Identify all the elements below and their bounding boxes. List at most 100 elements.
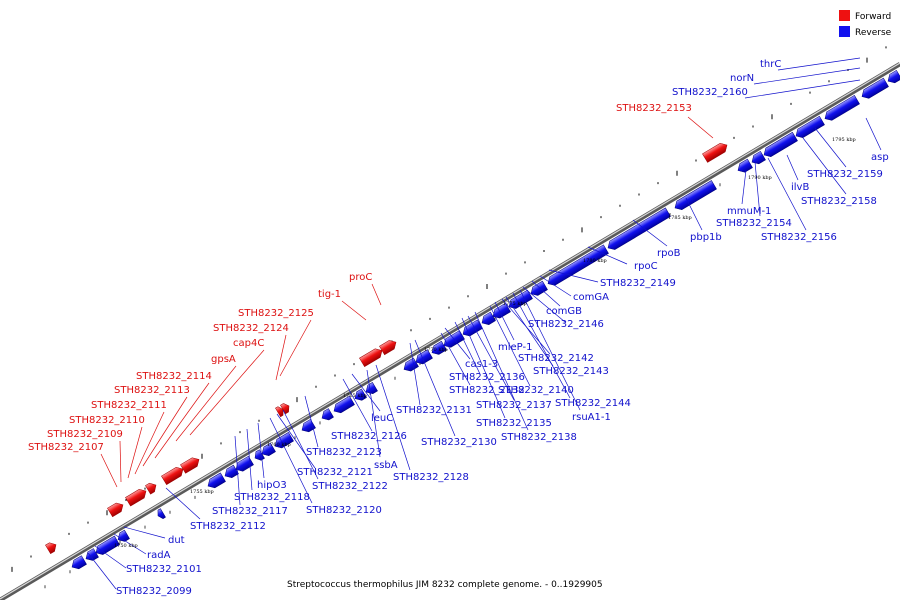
reverse-gene-feature <box>261 442 276 456</box>
gene-label-norn: norN <box>730 73 754 84</box>
gene-label-sth8232-2138: STH8232_2138 <box>501 432 577 443</box>
gene-label-sth8232-2132: STH8232_2132 <box>449 385 525 396</box>
gene-label-sth8232-2158: STH8232_2158 <box>801 196 877 207</box>
kbp-tick-label: 1750 kbp <box>114 543 138 549</box>
gene-arrow <box>737 158 753 173</box>
gene-label-proc: proC <box>349 272 372 283</box>
reverse-gene-feature <box>763 131 798 158</box>
leader-line <box>175 365 237 442</box>
reverse-gene-feature <box>157 508 166 519</box>
kbp-tick-label: 1790 kbp <box>748 175 772 181</box>
leader-line <box>685 197 703 231</box>
gene-label-sth8232-2124: STH8232_2124 <box>213 323 289 334</box>
leader-line <box>375 364 411 471</box>
forward-gene-feature <box>161 467 184 485</box>
leader-line <box>342 378 373 432</box>
leader-line <box>444 327 471 360</box>
leader-line <box>548 269 599 283</box>
leader-line <box>257 422 265 479</box>
gene-arrow <box>365 382 378 395</box>
kbp-tick-label: 1765 kbp <box>343 393 367 399</box>
reverse-gene-feature <box>274 432 294 449</box>
leader-line <box>519 289 581 411</box>
leader-line <box>371 283 382 306</box>
leader-line <box>687 116 714 139</box>
legend-forward-label: Forward <box>855 12 891 22</box>
leader-line <box>744 79 861 99</box>
legend: Forward Reverse <box>839 10 892 38</box>
forward-gene-feature <box>145 482 157 495</box>
forward-gene-feature <box>275 406 284 418</box>
gene-label-sth8232-2111: STH8232_2111 <box>91 400 167 411</box>
legend-forward-swatch <box>839 10 850 21</box>
legend-reverse-swatch <box>839 26 850 37</box>
reverse-gene-feature <box>71 555 87 570</box>
gene-arrow <box>224 464 239 479</box>
reverse-gene-feature <box>530 280 548 296</box>
forward-gene-feature <box>702 143 728 163</box>
leader-line <box>501 298 551 355</box>
reverse-gene-feature <box>431 340 447 355</box>
reverse-gene-feature <box>85 548 99 561</box>
leader-line <box>366 369 381 458</box>
gene-label-asp: asp <box>871 152 889 163</box>
gene-features <box>45 69 900 570</box>
gene-arrow <box>145 482 157 495</box>
leader-line <box>276 413 316 469</box>
gene-arrow <box>235 455 254 472</box>
reverse-gene-feature <box>224 464 239 479</box>
gene-arrow <box>85 548 99 561</box>
gene-label-ssba: ssbA <box>374 460 398 471</box>
gene-label-sth8232-2112: STH8232_2112 <box>190 521 266 532</box>
gene-arrow <box>333 395 355 414</box>
leader-line <box>275 334 287 381</box>
gene-arrow <box>530 280 548 296</box>
reverse-gene-feature <box>887 69 900 84</box>
reverse-gene-feature <box>354 388 367 401</box>
gene-label-mmum-1: mmuM-1 <box>727 206 771 217</box>
leader-line <box>134 411 165 475</box>
gene-label-hipo3: hipO3 <box>257 480 287 491</box>
gene-arrow <box>354 388 367 401</box>
gene-label-comga: comGA <box>573 292 609 303</box>
gene-arrow <box>861 77 889 99</box>
leader-line <box>632 219 668 247</box>
reverse-gene-feature <box>365 382 378 395</box>
gene-arrow <box>125 489 147 507</box>
gene-arrow <box>280 403 290 415</box>
gene-arrow <box>180 457 200 474</box>
gene-label-sth8232-2135: STH8232_2135 <box>476 418 552 429</box>
gene-label-sth8232-2160: STH8232_2160 <box>672 87 748 98</box>
leader-line <box>505 296 554 367</box>
reverse-gene-feature <box>403 357 419 372</box>
leader-line <box>154 382 210 459</box>
reverse-gene-feature <box>795 115 825 138</box>
leader-line <box>165 487 201 520</box>
gene-arrow <box>795 115 825 138</box>
leader-line <box>741 169 747 205</box>
leader-line <box>454 321 481 375</box>
leader-line <box>587 246 628 265</box>
gene-arrow <box>261 442 276 456</box>
gene-label-sth8232-2117: STH8232_2117 <box>212 506 288 517</box>
forward-gene-feature <box>45 542 57 555</box>
leader-line <box>246 428 253 491</box>
gene-label-rpob: rpoB <box>657 248 681 259</box>
leader-line <box>142 396 188 467</box>
gene-label-sth8232-2107: STH8232_2107 <box>28 442 104 453</box>
map-caption: Streptococcus thermophilus JIM 8232 comp… <box>287 580 603 590</box>
leader-line <box>87 552 117 590</box>
leader-line <box>127 426 143 479</box>
gene-label-leuc: leuC <box>371 413 393 424</box>
gene-arrow <box>674 180 717 211</box>
gene-arrow <box>207 472 226 489</box>
leader-line <box>539 275 572 297</box>
forward-gene-feature <box>125 489 147 507</box>
gene-label-sth8232-2131: STH8232_2131 <box>396 405 472 416</box>
kbp-tick-label: 1775 kbp <box>503 301 527 307</box>
reverse-gene-feature <box>751 150 766 165</box>
gene-label-sth8232-2113: STH8232_2113 <box>114 385 190 396</box>
leader-line <box>409 342 421 406</box>
gene-label-sth8232-2137: STH8232_2137 <box>476 400 552 411</box>
gene-label-sth8232-2140: STH8232_2140 <box>498 385 574 396</box>
